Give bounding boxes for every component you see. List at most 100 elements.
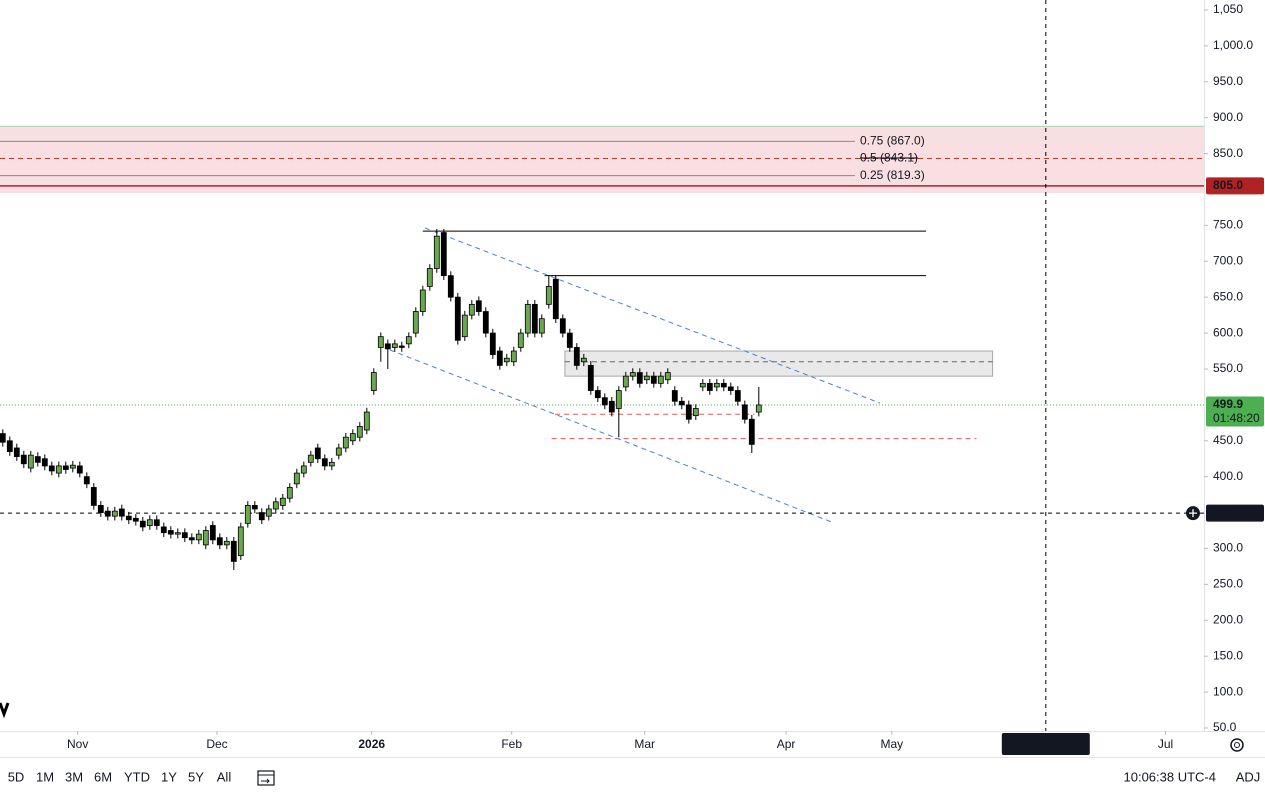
candle-body: [685, 404, 692, 420]
candle-body: [363, 411, 370, 431]
crosshair-add-plus: [1189, 509, 1197, 518]
candle-body: [279, 497, 286, 506]
candle-body: [286, 487, 293, 499]
candle-body: [328, 461, 335, 467]
candle-body: [454, 296, 461, 341]
y-tick-label: 450.0: [1213, 433, 1243, 447]
candle-body: [727, 386, 734, 391]
candle-body: [622, 375, 629, 388]
candle-body: [188, 537, 195, 541]
x-tick-label: Jul: [1158, 737, 1173, 751]
alert-label: 805.0: [1213, 178, 1243, 192]
candle-body: [615, 390, 622, 409]
y-tick-label: 200.0: [1213, 612, 1243, 626]
candle-body: [566, 332, 573, 348]
y-tick-label: 150.0: [1213, 648, 1243, 662]
candle-body: [69, 464, 76, 469]
settings-icon[interactable]: [1230, 738, 1244, 752]
y-tick-label: 250.0: [1213, 577, 1243, 591]
candle-body: [265, 508, 272, 517]
candle-body: [573, 347, 580, 366]
date-range-icon[interactable]: [257, 770, 275, 786]
candle-body: [34, 456, 41, 463]
range-button[interactable]: 1M: [36, 769, 54, 784]
crosshair-add-button[interactable]: [1186, 506, 1200, 521]
candle-body: [580, 357, 587, 363]
candle-body: [608, 400, 615, 413]
y-tick-label: 1,000.0: [1213, 38, 1253, 52]
candle-body: [706, 382, 713, 391]
crosshair-time-box: [1001, 733, 1090, 755]
adjust-toggle[interactable]: ADJ: [1236, 769, 1261, 784]
y-tick-label: 550.0: [1213, 361, 1243, 375]
y-tick-label: 700.0: [1213, 253, 1243, 267]
candle-body: [601, 397, 608, 406]
candle-body: [510, 350, 517, 363]
candle-body: [349, 433, 356, 442]
candle-body: [531, 303, 538, 334]
candle-body: [482, 311, 489, 334]
candle-body: [153, 519, 160, 526]
candle-body: [97, 505, 104, 513]
candle-body: [181, 532, 188, 539]
candle-body: [335, 447, 342, 456]
y-tick-label: 750.0: [1213, 218, 1243, 232]
candle-body: [713, 382, 720, 388]
trend-line: [389, 349, 832, 523]
range-button[interactable]: 1Y: [161, 769, 177, 784]
candle-body: [132, 517, 139, 522]
x-tick-label: Apr: [777, 737, 796, 751]
candle-body: [419, 289, 426, 312]
candle-body: [174, 532, 181, 535]
y-tick-label: 900.0: [1213, 110, 1243, 124]
candle-body: [293, 472, 300, 485]
range-button[interactable]: YTD: [124, 769, 150, 784]
candle-body: [272, 501, 279, 510]
candle-body: [377, 336, 384, 348]
range-button[interactable]: 3M: [65, 769, 83, 784]
candle-body: [6, 440, 13, 452]
candle-body: [314, 447, 321, 460]
y-tick-label: 1,050: [1213, 2, 1243, 16]
x-tick-label: Nov: [67, 737, 88, 751]
candle-body: [678, 400, 685, 406]
candle-body: [412, 311, 419, 334]
y-tick-label: 100.0: [1213, 684, 1243, 698]
y-tick-label: 300.0: [1213, 541, 1243, 555]
candle-body: [216, 537, 223, 546]
candle-body: [734, 390, 741, 402]
fib-label: 0.5 (843.1): [860, 151, 918, 165]
range-button[interactable]: 6M: [94, 769, 112, 784]
y-tick-label: 400.0: [1213, 469, 1243, 483]
candle-body: [489, 332, 496, 356]
candle-body: [258, 512, 265, 521]
candle-body: [433, 235, 440, 269]
candle-body: [118, 508, 125, 517]
candle-body: [41, 458, 48, 467]
candle-body: [104, 510, 111, 517]
candle-body: [741, 404, 748, 420]
candle-body: [342, 436, 349, 449]
candle-body: [230, 540, 237, 562]
y-tick-label: 850.0: [1213, 146, 1243, 160]
crosshair-price-label-box: [1206, 504, 1264, 522]
candle-body: [167, 530, 174, 535]
candle-body: [587, 364, 594, 391]
candle-body: [496, 350, 503, 366]
candle-body: [398, 345, 405, 348]
candle-body: [62, 465, 69, 470]
range-button[interactable]: 5Y: [188, 769, 204, 784]
x-tick-label: Feb: [501, 737, 522, 751]
candle-body: [55, 465, 62, 474]
range-button[interactable]: 5D: [8, 769, 25, 784]
alert-label-box: [1206, 177, 1264, 195]
crosshair-price-label: 349.2: [1213, 505, 1243, 519]
candle-body: [195, 533, 202, 541]
range-button[interactable]: All: [217, 769, 232, 784]
candle-body: [699, 382, 706, 388]
candle-body: [461, 314, 468, 338]
candle-body: [748, 418, 755, 445]
candle-body: [83, 476, 90, 485]
x-tick-label: May: [880, 737, 903, 751]
